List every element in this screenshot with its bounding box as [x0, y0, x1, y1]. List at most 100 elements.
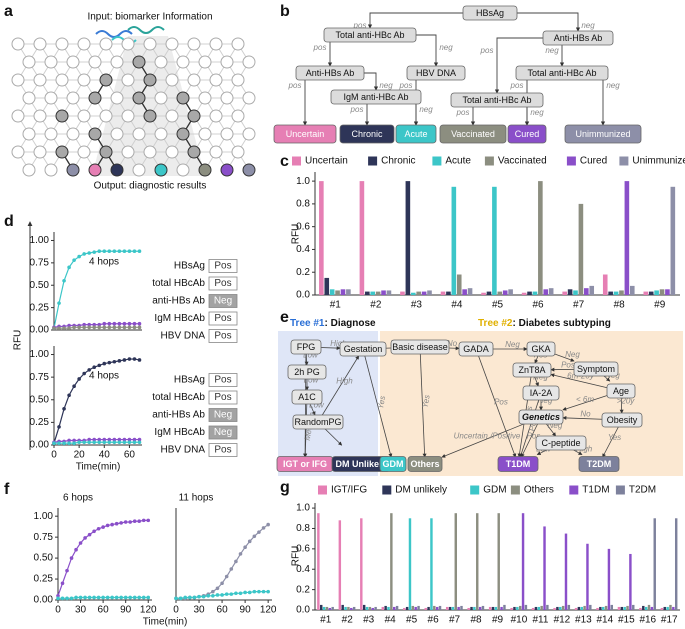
data-point [146, 595, 151, 600]
bar [672, 606, 675, 610]
tree-node-box [573, 361, 619, 377]
tree-node-box [606, 383, 636, 399]
bar [360, 518, 363, 610]
data-point [92, 595, 96, 600]
network-node [33, 109, 47, 123]
y-tick-label: 0.4 [296, 564, 310, 575]
x-tick-label: #6 [428, 615, 440, 626]
data-point [247, 539, 252, 544]
edge-label: pos [353, 21, 367, 30]
legend-swatch [368, 156, 378, 166]
data-point [87, 368, 91, 372]
bar [670, 186, 676, 295]
y-tick-label: 0.2 [296, 584, 310, 595]
edge-label: Neg [548, 421, 563, 430]
data-point [62, 278, 66, 283]
data-point [57, 441, 61, 445]
x-tick-label: #7 [449, 615, 461, 626]
legend-swatch [566, 156, 576, 166]
data-point [261, 526, 266, 530]
tree-node: C-peptide [541, 438, 580, 448]
bar [390, 513, 393, 610]
output-node [22, 163, 36, 177]
network-node [187, 37, 201, 51]
network-node [231, 37, 245, 51]
network-node [165, 145, 179, 159]
data-point [102, 437, 107, 442]
data-point [102, 325, 107, 330]
bar [375, 291, 381, 295]
bar [553, 607, 556, 610]
network-node [132, 91, 146, 105]
data-point [87, 437, 91, 442]
data-point [65, 596, 69, 601]
data-point [105, 595, 110, 600]
bar [350, 607, 353, 610]
bar [589, 285, 595, 295]
x-tick-label: #15 [618, 615, 635, 626]
data-point [102, 321, 107, 326]
legend-swatch [432, 156, 442, 166]
bar [586, 543, 589, 610]
data-point [72, 258, 76, 262]
edge-label: Yes [376, 395, 387, 410]
data-point [82, 440, 86, 445]
x-tick-label: #2 [342, 615, 354, 626]
legend-label: Chronic [381, 156, 415, 167]
bar [403, 607, 406, 610]
bar [632, 604, 635, 610]
data-point [132, 325, 137, 330]
edge-label: pos [350, 105, 364, 114]
edge-label: Pos [561, 361, 575, 370]
legend-swatch [318, 485, 327, 495]
bar [647, 604, 651, 610]
data-point [127, 437, 132, 442]
network-node [55, 109, 69, 123]
outcome-box [439, 124, 507, 144]
data-point [127, 321, 132, 326]
x-tick-label: #6 [532, 300, 544, 311]
data-point [183, 595, 188, 600]
legend-swatch [470, 485, 480, 495]
data-point [127, 249, 132, 254]
bar [608, 291, 613, 295]
bar [648, 291, 654, 295]
data-point [82, 325, 86, 330]
edge-label: pos [480, 46, 494, 55]
result: Pos [214, 313, 231, 324]
edge-label: Neg [538, 396, 553, 405]
data-point [62, 326, 66, 331]
tree-edge [362, 348, 393, 458]
data-point [78, 595, 83, 600]
bar [478, 606, 482, 610]
edge-label: Yes [608, 433, 621, 442]
edge-label: pos [313, 43, 327, 52]
data-point [67, 393, 71, 398]
data-point [92, 440, 97, 445]
x-axis-label: Time(min) [76, 462, 121, 473]
x-tick-label: #9 [654, 300, 666, 311]
data-point [137, 519, 142, 524]
data-point [112, 325, 117, 330]
x-tick-label: #9 [492, 615, 504, 626]
network-node [55, 37, 69, 51]
outcome-box [379, 456, 407, 472]
edge-label: Uncertain /Positive [454, 432, 521, 441]
data-point [178, 596, 183, 601]
tree-node: Anti-HBs Ab [306, 68, 355, 78]
tree-node-box [295, 65, 365, 81]
data-point [77, 254, 81, 259]
bar [527, 291, 532, 295]
outcome: Vaccinated [451, 129, 495, 139]
bar [513, 606, 516, 610]
tree-title: Tree #2: Diabetes subtyping [478, 318, 611, 329]
data-point [132, 249, 137, 254]
data-point [65, 568, 69, 573]
data-point [257, 530, 261, 534]
y-tick-label: 0.25 [34, 574, 54, 585]
bar [319, 181, 324, 295]
data-point [117, 437, 122, 442]
legend-swatch [510, 485, 520, 495]
data-point [92, 322, 97, 327]
data-point [114, 595, 119, 600]
